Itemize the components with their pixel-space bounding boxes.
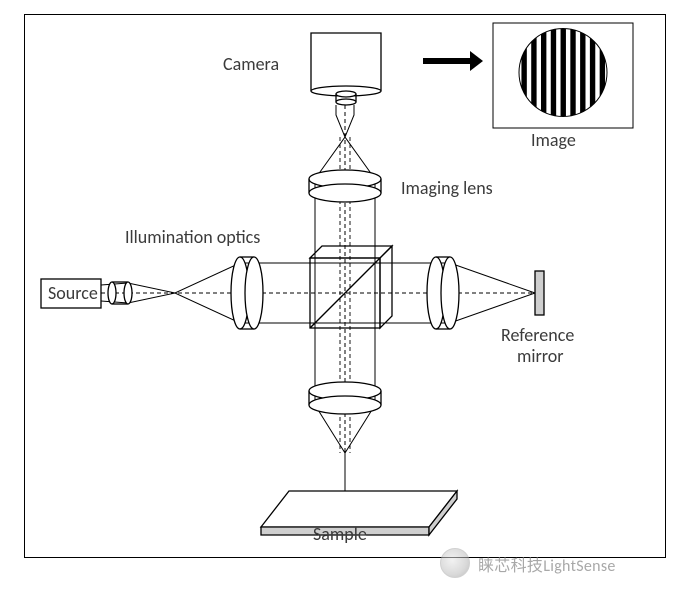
label-reference-mirror-2: mirror (517, 345, 564, 367)
label-sample: Sample (313, 523, 367, 545)
label-imaging-lens: Imaging lens (401, 177, 493, 199)
watermark-logo (440, 548, 470, 578)
label-camera: Camera (223, 53, 279, 75)
label-reference-mirror-1: Reference (501, 324, 574, 346)
label-illumination-optics: Illumination optics (125, 226, 260, 248)
diagram-frame: Camera Image Imaging lens Illumination o… (24, 14, 666, 558)
watermark-text: 睐芯科技LightSense (478, 552, 616, 576)
label-image: Image (531, 129, 576, 151)
optics-diagram (25, 15, 665, 557)
label-source: Source (48, 282, 98, 304)
